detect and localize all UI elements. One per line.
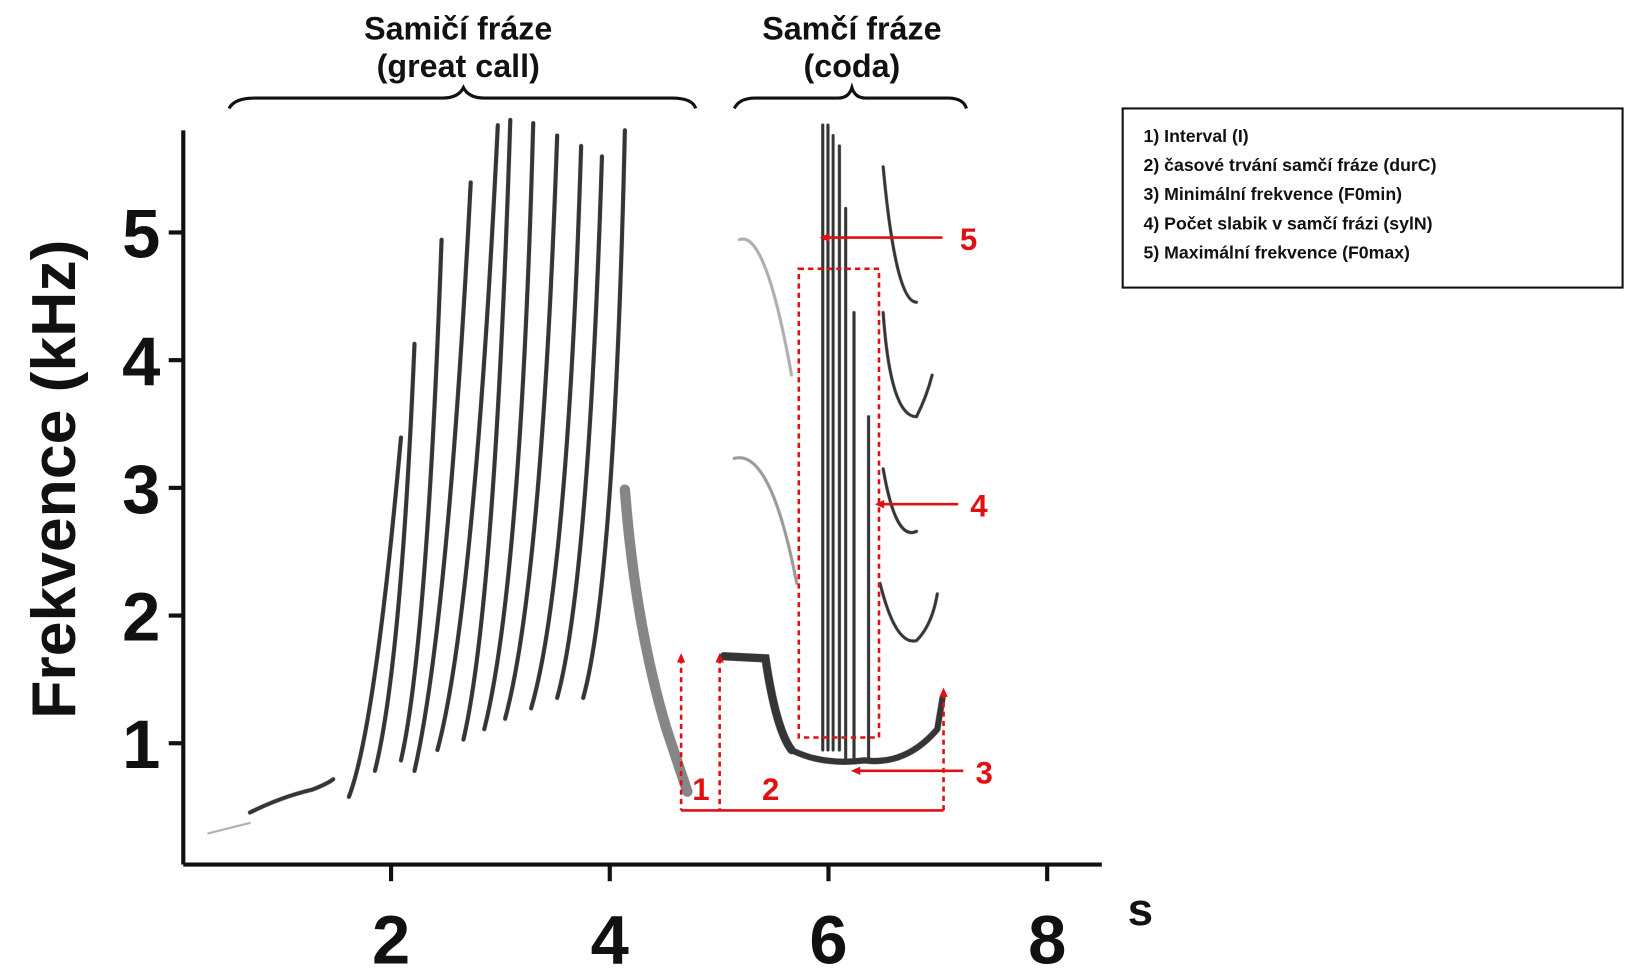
- x-tick-label: 6: [809, 901, 847, 973]
- annotation: 5: [960, 222, 977, 257]
- x-tick-label: 8: [1028, 901, 1066, 973]
- annotation: 4: [970, 489, 988, 524]
- bracket-title: Samičí fráze: [364, 11, 552, 47]
- legend-item: 2) časové trvání samčí fráze (durC): [1144, 155, 1437, 175]
- y-tick-label: 2: [122, 579, 160, 656]
- spectrogram: [207, 117, 946, 835]
- y-axis-label: Frekvence (kHz): [19, 240, 89, 719]
- legend-item: 5) Maximální frekvence (F0max): [1144, 242, 1411, 262]
- bracket-title: (great call): [377, 48, 540, 84]
- bracket: [732, 82, 968, 110]
- legend-item: 4) Počet slabik v samčí frázi (sylN): [1144, 213, 1433, 233]
- annotation: 2: [762, 772, 779, 807]
- bracket-title: (coda): [804, 48, 901, 84]
- legend-item: 3) Minimální frekvence (F0min): [1144, 184, 1403, 204]
- y-tick-label: 4: [122, 323, 160, 400]
- bracket-title: Samčí fráze: [762, 11, 941, 47]
- y-tick-label: 3: [122, 451, 160, 528]
- arrow: [824, 236, 964, 773]
- y-tick-label: 1: [122, 706, 160, 783]
- x-tick-label: 4: [591, 901, 629, 973]
- annotation: 3: [975, 755, 992, 790]
- legend-item: 1) Interval (I): [1144, 126, 1249, 146]
- axes: 2 4 6 8 1 2 3 4 5 s Frekvence (kHz): [19, 130, 1153, 973]
- x-tick-label: 2: [372, 901, 410, 973]
- dashed-line: [679, 658, 945, 811]
- annotations: Samičí fráze (great call) Samčí fráze (c…: [227, 11, 1624, 812]
- x-axis-label: s: [1128, 884, 1153, 935]
- bracket: [227, 84, 698, 110]
- y-tick-label: 5: [122, 195, 160, 272]
- legend-box: [1121, 107, 1624, 289]
- annotation: 1: [692, 772, 709, 807]
